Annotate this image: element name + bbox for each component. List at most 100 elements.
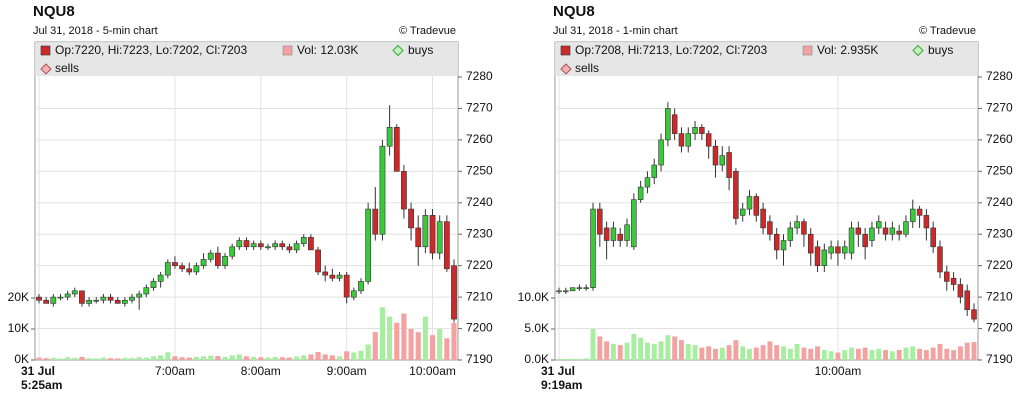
candle-body (236, 240, 243, 248)
volume-bar (336, 356, 343, 360)
volume-bar (794, 343, 800, 360)
chart-panel: NQU8 Jul 31, 2018 - 1-min chart © Tradevue… (518, 3, 1013, 392)
candle-body (569, 287, 576, 292)
volume-bar (136, 357, 142, 360)
candle-body (136, 293, 143, 298)
volume-bar (767, 341, 773, 360)
volume-bar (200, 356, 207, 360)
candle-body (386, 127, 393, 147)
legend-ohlc: Op:7220, Hi:7223, Lo:7202, Cl:7203 (55, 43, 247, 57)
x-tick-label: 31 Jul 9:19am (541, 364, 582, 392)
volume-bar (638, 337, 644, 360)
volume-bar (781, 346, 786, 360)
y-tick-label: 7200 (986, 321, 1013, 335)
volume-bar (100, 357, 106, 360)
candle-body (315, 249, 321, 273)
candle-body (617, 233, 623, 241)
volume-bar (251, 356, 257, 360)
candle-body (950, 277, 957, 285)
volume-bar (964, 342, 970, 360)
y2-tick-label: 0K (14, 352, 29, 366)
volume-bar (889, 351, 895, 360)
candle-body (343, 274, 350, 298)
volume-bar (576, 359, 582, 360)
volume-bar (631, 333, 637, 360)
volume-bar (122, 357, 128, 360)
candle-body (597, 208, 603, 235)
candle-body (164, 262, 171, 276)
candle-body (746, 196, 753, 210)
volume-bar (179, 357, 185, 360)
volume-bar (910, 346, 916, 360)
candle-body (971, 309, 977, 320)
candle-body (930, 227, 936, 248)
candle-body (57, 296, 64, 299)
candle-body (957, 284, 964, 298)
candle-body (350, 290, 357, 298)
volume-bar (387, 316, 393, 360)
volume-bar (322, 354, 328, 360)
volume-bar (706, 346, 712, 360)
y-tick-label: 7260 (986, 132, 1013, 146)
candle-body (610, 227, 617, 241)
volume-bar (115, 358, 121, 360)
candle-body (43, 299, 50, 304)
candle-body (644, 177, 651, 188)
volume-bar (624, 342, 630, 360)
legend-buys: buys (928, 43, 953, 57)
candle-body (207, 252, 214, 260)
volume-bar (937, 343, 943, 360)
volume-bar (971, 342, 977, 360)
volume-bar (286, 357, 293, 360)
chart-title: NQU8 (33, 3, 75, 20)
candle-body (665, 108, 671, 141)
candle-body (172, 262, 178, 266)
candle-body (422, 215, 429, 248)
candle-body (753, 196, 760, 216)
volume-bar (733, 340, 739, 360)
legend-volume: Vol: 2.935K (817, 43, 878, 57)
volume-bar (344, 351, 350, 360)
volume-bar (308, 354, 314, 360)
candle-body (372, 208, 379, 235)
volume-bar (57, 358, 64, 360)
volume-bar (401, 313, 407, 360)
candle-body (401, 171, 407, 210)
candle-body (336, 274, 343, 279)
legend-swatch (560, 45, 571, 56)
candle-body (923, 215, 930, 229)
candle-body (964, 290, 970, 310)
candle-body (286, 246, 293, 251)
volume-bar (713, 348, 718, 360)
candle-body (186, 268, 193, 273)
volume-bar (358, 350, 364, 360)
volume-bar (394, 322, 400, 360)
volume-bar (193, 356, 199, 360)
volume-bar (644, 342, 650, 360)
candle-body (576, 287, 583, 289)
volume-bar (107, 358, 114, 360)
candle-body (408, 208, 414, 229)
candle-body (767, 221, 773, 235)
candle-body (801, 221, 807, 235)
volume-bar (243, 356, 250, 360)
candle-body (200, 259, 207, 266)
volume-bar (329, 355, 335, 360)
x-tick-label: 10:00am (815, 364, 862, 378)
volume-bar (760, 345, 766, 360)
candle-body (855, 227, 862, 235)
candle-body (903, 221, 909, 235)
legend-volume: Vol: 12.03K (297, 43, 358, 57)
volume-bar (903, 347, 909, 360)
candle-body (760, 208, 766, 229)
candle-body (563, 290, 569, 293)
volume-bar (740, 346, 746, 360)
legend-swatch (802, 45, 813, 56)
volume-bar (923, 350, 929, 360)
candle-body (114, 299, 121, 304)
candle-body (705, 133, 712, 147)
x-tick-label: 8:00am (241, 364, 281, 378)
candle-body (889, 227, 896, 235)
y-tick-label: 7220 (466, 258, 493, 272)
volume-bar (651, 343, 657, 360)
